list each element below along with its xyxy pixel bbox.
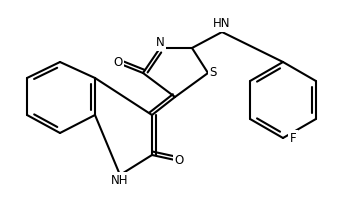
Text: S: S (209, 66, 217, 80)
Text: HN: HN (213, 17, 231, 31)
Text: NH: NH (111, 174, 129, 187)
Text: O: O (174, 153, 184, 167)
Text: F: F (290, 131, 296, 145)
Text: O: O (113, 56, 122, 70)
Text: N: N (156, 36, 164, 49)
